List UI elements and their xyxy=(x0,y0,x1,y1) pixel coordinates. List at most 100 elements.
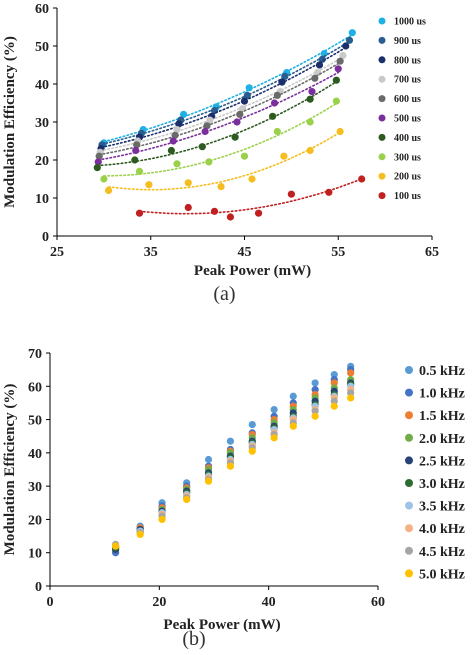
legend-marker xyxy=(405,456,413,465)
legend-label: 900 us xyxy=(394,36,421,47)
data-point xyxy=(336,127,344,136)
data-point xyxy=(330,397,338,405)
panel-label: (a) xyxy=(213,283,235,305)
data-point xyxy=(204,455,213,464)
data-point xyxy=(306,146,314,155)
data-point xyxy=(287,190,295,198)
data-point xyxy=(270,434,278,442)
legend-marker xyxy=(378,172,386,180)
y-axis-title: Modulation Efficiency (%) xyxy=(2,384,18,556)
data-point xyxy=(254,209,263,217)
legend-marker xyxy=(378,17,386,25)
trendline xyxy=(103,102,338,177)
legend-marker xyxy=(405,546,413,555)
data-point xyxy=(145,181,153,189)
y-tick-label: 60 xyxy=(28,380,42,395)
data-point xyxy=(132,146,140,155)
legend-marker xyxy=(405,433,413,442)
data-point xyxy=(332,76,340,84)
legend-marker xyxy=(405,366,413,374)
y-tick-label: 40 xyxy=(28,447,42,462)
data-point xyxy=(183,495,191,504)
data-point xyxy=(315,61,324,69)
data-point xyxy=(93,164,101,172)
legend-marker xyxy=(378,95,386,103)
data-point xyxy=(270,99,279,107)
data-point xyxy=(226,213,235,221)
data-point xyxy=(281,72,289,80)
data-point xyxy=(233,118,241,126)
legend-label: 700 us xyxy=(394,75,421,86)
legend-marker xyxy=(378,153,386,161)
data-point xyxy=(206,116,214,124)
y-axis-title: Modulation Efficiency (%) xyxy=(2,36,18,208)
chart-panel-b: 0 20 40 60 0 10 20 30 40 50 60 70 Peak Power (mW) Mod… xyxy=(2,347,465,650)
data-point xyxy=(342,42,350,50)
data-point xyxy=(330,402,338,410)
x-axis-title: Peak Power (mW) xyxy=(163,617,280,633)
data-point xyxy=(136,530,144,539)
data-point xyxy=(339,51,347,60)
x-tick-label: 20 xyxy=(152,595,166,610)
y-tick-label: 50 xyxy=(35,40,49,55)
data-point xyxy=(347,394,355,402)
y-tick-label: 10 xyxy=(28,547,42,562)
data-point xyxy=(345,36,354,44)
data-point xyxy=(217,183,225,191)
y-tick-label: 20 xyxy=(28,513,42,528)
data-point xyxy=(100,175,108,183)
x-tick-label: 40 xyxy=(262,595,276,610)
x-tick-label: 0 xyxy=(47,595,54,610)
legend-marker xyxy=(378,114,386,122)
x-tick-label: 65 xyxy=(425,245,439,260)
data-point xyxy=(243,91,251,99)
legend-marker xyxy=(378,56,386,64)
series-5-0-khz xyxy=(112,394,355,550)
legend-label: 500 us xyxy=(394,114,421,125)
x-tick-label: 60 xyxy=(371,595,385,610)
x-axis-title: Peak Power (mW) xyxy=(194,263,311,279)
legend-label: 3.5 kHz xyxy=(419,500,465,515)
data-point xyxy=(311,407,319,415)
y-tick-label: 30 xyxy=(28,480,42,495)
legend-marker xyxy=(405,388,413,397)
legend-marker xyxy=(405,569,413,578)
legend-label: 2.5 kHz xyxy=(419,454,465,469)
data-point xyxy=(173,126,181,134)
legend-marker xyxy=(405,501,413,510)
y-tick-label: 30 xyxy=(35,116,49,131)
data-point xyxy=(330,379,338,387)
data-point xyxy=(135,167,144,175)
data-point xyxy=(184,203,192,212)
data-point xyxy=(336,57,344,65)
legend-marker xyxy=(405,524,413,533)
legend-label: 4.5 kHz xyxy=(419,545,465,560)
series-400-us xyxy=(93,76,340,172)
legend-marker xyxy=(405,411,413,420)
panel-label: (b) xyxy=(182,628,205,650)
data-point xyxy=(95,152,103,160)
legend-label: 1000 us xyxy=(394,17,426,28)
data-point xyxy=(240,152,249,160)
data-point xyxy=(226,462,234,470)
data-point xyxy=(311,74,319,82)
legend-marker xyxy=(378,36,386,44)
legend-label: 5.0 kHz xyxy=(419,567,465,582)
y-tick-label: 70 xyxy=(28,347,42,362)
data-point xyxy=(348,29,356,37)
data-point xyxy=(231,133,239,141)
legend-label: 2.0 kHz xyxy=(419,432,465,447)
data-point xyxy=(169,137,177,145)
data-point xyxy=(248,447,256,455)
series-200-us xyxy=(104,127,344,194)
trendline xyxy=(138,178,363,215)
y-tick-label: 10 xyxy=(35,192,49,207)
x-tick-label: 55 xyxy=(331,245,345,260)
x-tick-label: 25 xyxy=(50,245,64,260)
legend-marker xyxy=(378,133,386,141)
series-600-us xyxy=(95,57,344,160)
legend-label: 800 us xyxy=(394,55,421,66)
data-point xyxy=(248,175,256,183)
y-tick-label: 60 xyxy=(35,2,49,17)
